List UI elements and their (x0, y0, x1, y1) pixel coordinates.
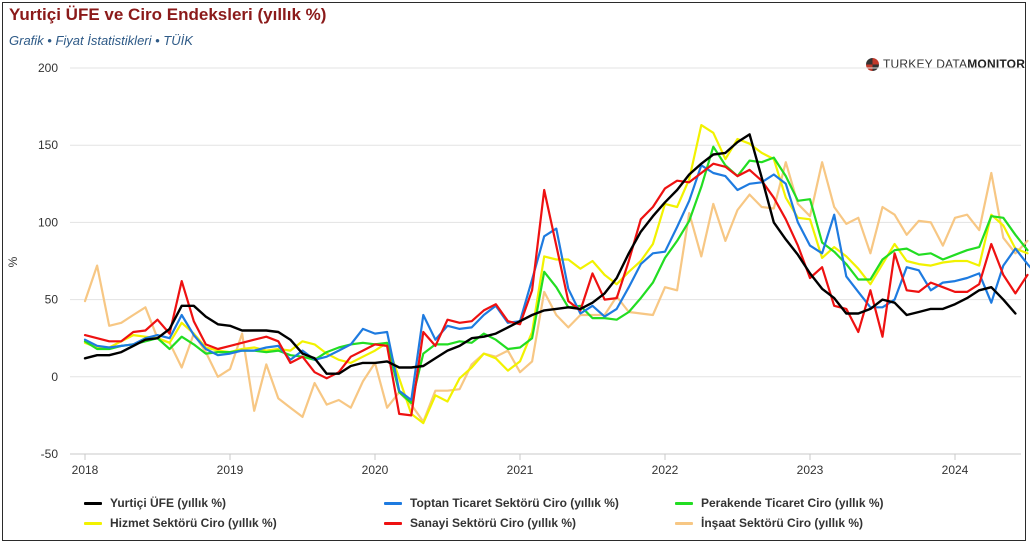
legend-swatch (675, 521, 693, 525)
y-gridlines (70, 67, 1021, 455)
legend-item[interactable]: Toptan Ticaret Sektörü Ciro (yıllık %) (384, 496, 619, 510)
y-tick-label: 0 (51, 370, 58, 384)
x-axis: 2018 2019 2020 2021 2022 2023 2024 (70, 453, 1021, 477)
legend-swatch (675, 501, 693, 505)
series-line-yurti-i-fe-y-ll-k (83, 133, 1017, 375)
series-line-toptan-ticaret-sekt-r-ciro-y-ll-k (83, 164, 1030, 402)
legend-item[interactable]: Perakende Ticaret Ciro (yıllık %) (675, 496, 884, 510)
legend-swatch (84, 501, 102, 505)
x-tick-label: 2022 (652, 463, 679, 477)
series-lines (83, 123, 1030, 425)
legend-label: Toptan Ticaret Sektörü Ciro (yıllık %) (410, 496, 619, 510)
legend-swatch (84, 521, 102, 525)
legend-swatch (384, 521, 402, 525)
x-tick-label: 2019 (217, 463, 244, 477)
legend-item[interactable]: Yurtiçi ÜFE (yıllık %) (84, 496, 226, 510)
y-tick-labels: -50 0 50 100 150 200 (38, 61, 58, 461)
series-line-i-n-aat-sekt-r-ciro-y-ll-k (83, 161, 1029, 423)
y-axis-label: % (6, 256, 20, 267)
chart-title: Yurtiçi ÜFE ve Ciro Endeksleri (yıllık %… (9, 5, 327, 24)
legend-item[interactable]: Sanayi Sektörü Ciro (yıllık %) (384, 516, 576, 530)
y-tick-label: 50 (45, 293, 59, 307)
legend-label: Hizmet Sektörü Ciro (yıllık %) (110, 516, 277, 530)
x-tick-label: 2024 (942, 463, 969, 477)
legend-label: Perakende Ticaret Ciro (yıllık %) (701, 496, 884, 510)
y-tick-label: 150 (38, 138, 58, 152)
brand-globe-icon (866, 57, 879, 71)
legend-item[interactable]: Hizmet Sektörü Ciro (yıllık %) (84, 516, 277, 530)
x-tick-label: 2018 (72, 463, 99, 477)
legend-label: İnşaat Sektörü Ciro (yıllık %) (701, 516, 864, 530)
x-tick-label: 2020 (362, 463, 389, 477)
legend-swatch (384, 501, 402, 505)
legend-label: Yurtiçi ÜFE (yıllık %) (110, 496, 227, 510)
chart-subtitle: Grafik • Fiyat İstatistikleri • TÜİK (9, 33, 193, 48)
x-tick-label: 2023 (797, 463, 824, 477)
series-line-hizmet-sekt-r-ciro-y-ll-k (83, 123, 1029, 425)
x-tick-label: 2021 (507, 463, 534, 477)
y-tick-label: 100 (38, 215, 58, 229)
y-tick-label: -50 (41, 447, 59, 461)
legend-item[interactable]: İnşaat Sektörü Ciro (yıllık %) (675, 516, 863, 530)
legend-label: Sanayi Sektörü Ciro (yıllık %) (410, 516, 577, 530)
series-line-sanayi-sekt-r-ciro-y-ll-k (83, 162, 1029, 417)
series-line-perakende-ticaret-ciro-y-ll-k (83, 145, 1029, 405)
y-tick-label: 200 (38, 61, 58, 75)
